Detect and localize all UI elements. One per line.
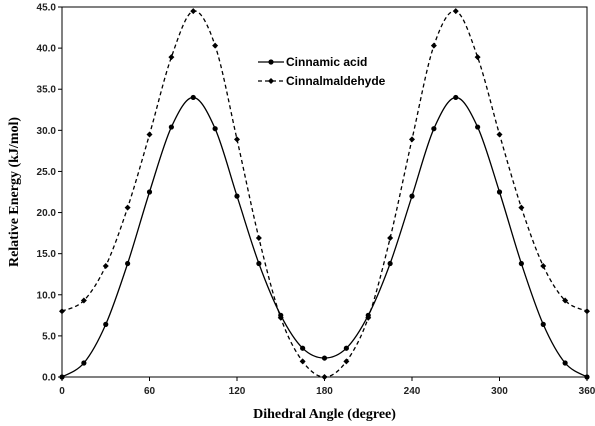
data-point: [300, 345, 306, 351]
data-point: [365, 314, 372, 321]
data-point: [299, 358, 306, 365]
data-point: [562, 360, 568, 366]
data-point: [518, 260, 524, 267]
y-tick-label: 40.0: [37, 44, 57, 55]
data-point: [81, 360, 87, 366]
x-axis-title: Dihedral Angle (degree): [253, 407, 396, 422]
x-tick-label: 300: [491, 386, 508, 397]
data-point: [146, 131, 153, 138]
x-axis: 0 60 120 180 240 300 360: [59, 377, 595, 397]
data-point: [518, 204, 525, 211]
data-point: [190, 8, 197, 15]
data-point: [256, 260, 262, 267]
y-tick-label: 5.0: [42, 331, 56, 342]
data-point: [102, 263, 109, 269]
y-axis-title: Relative Energy (kJ/mol): [7, 117, 22, 267]
y-tick-label: 35.0: [37, 85, 57, 96]
legend-marker: [268, 59, 274, 65]
data-point: [409, 136, 415, 143]
data-point: [212, 126, 218, 132]
data-point: [452, 8, 459, 15]
data-point: [59, 374, 65, 380]
legend-item: Cinnalmaldehyde: [258, 74, 386, 88]
legend-label: Cinnamic acid: [286, 55, 367, 69]
y-tick-label: 10.0: [37, 290, 57, 301]
y-tick-label: 25.0: [37, 167, 57, 178]
y-tick-label: 0.0: [42, 373, 56, 384]
x-tick-label: 120: [229, 386, 246, 397]
data-point: [212, 42, 219, 49]
data-point: [474, 54, 481, 61]
legend-label: Cinnalmaldehyde: [286, 74, 386, 88]
x-tick-label: 240: [404, 386, 421, 397]
data-point: [190, 94, 196, 101]
data-point: [343, 345, 349, 351]
data-point: [124, 204, 131, 211]
x-tick-label: 360: [579, 386, 595, 397]
data-point: [540, 263, 547, 269]
legend: Cinnamic acid Cinnalmaldehyde: [258, 55, 386, 88]
data-point: [125, 260, 131, 267]
y-tick-label: 30.0: [37, 126, 57, 137]
data-point: [431, 126, 437, 132]
data-point: [80, 297, 87, 304]
y-axis: 0.0 5.0 10.0 15.0 20.0 25.0 30.0 35.0 40.0 45.0: [37, 3, 62, 384]
data-point: [234, 136, 240, 143]
x-tick-label: 0: [59, 386, 65, 397]
data-point: [321, 355, 328, 361]
data-point: [562, 297, 569, 304]
series-2: [59, 8, 590, 380]
data-point: [255, 235, 262, 242]
x-tick-label: 60: [144, 386, 156, 397]
legend-marker: [268, 78, 274, 84]
data-point: [496, 189, 503, 195]
data-point: [453, 94, 459, 101]
data-point: [540, 321, 546, 327]
data-point: [59, 308, 65, 315]
data-point: [496, 131, 503, 138]
y-tick-label: 20.0: [37, 208, 57, 219]
data-point: [277, 314, 284, 321]
data-point: [409, 193, 415, 199]
data-point: [321, 374, 328, 380]
data-point: [234, 193, 240, 199]
data-point: [146, 189, 153, 195]
data-point: [103, 321, 109, 327]
series-layer: [59, 8, 590, 380]
data-point: [168, 54, 175, 61]
data-point: [387, 260, 393, 267]
data-point: [475, 124, 481, 130]
data-point: [584, 308, 590, 315]
data-point: [343, 358, 350, 365]
x-tick-label: 180: [316, 386, 333, 397]
data-point: [168, 124, 174, 130]
y-tick-label: 45.0: [37, 3, 57, 14]
data-point: [387, 235, 394, 242]
data-point: [584, 374, 590, 380]
legend-item: Cinnamic acid: [258, 55, 367, 69]
y-tick-label: 15.0: [37, 249, 57, 260]
data-point: [430, 42, 437, 49]
